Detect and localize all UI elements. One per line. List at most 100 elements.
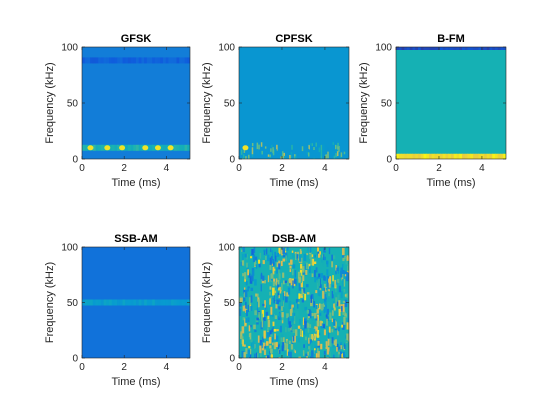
noise-cell bbox=[322, 303, 326, 310]
noise-cell bbox=[314, 269, 316, 278]
noise-cell bbox=[307, 148, 310, 152]
noise-cell bbox=[343, 316, 346, 325]
noise-cell bbox=[311, 334, 314, 341]
band-cell bbox=[152, 144, 156, 151]
noise-cell bbox=[280, 306, 283, 311]
noise-cell bbox=[300, 281, 303, 288]
noise-cell bbox=[324, 276, 326, 281]
noise-cell bbox=[333, 319, 336, 326]
noise-cell bbox=[326, 260, 329, 265]
subplot-title: CPFSK bbox=[275, 33, 312, 45]
band-cell bbox=[456, 153, 460, 159]
noise-cell bbox=[301, 299, 304, 303]
noise-cell bbox=[331, 284, 334, 288]
noise-cell bbox=[285, 327, 287, 333]
band-cell bbox=[130, 144, 134, 151]
noise-cell bbox=[275, 255, 277, 262]
noise-cell bbox=[346, 322, 349, 330]
noise-cell bbox=[256, 307, 259, 312]
noise-cell bbox=[328, 289, 330, 292]
noise-cell bbox=[318, 147, 321, 153]
noise-cell bbox=[317, 351, 319, 354]
noise-cell bbox=[263, 330, 266, 339]
noise-cell bbox=[315, 353, 318, 358]
noise-cell bbox=[305, 151, 308, 154]
energy-spot bbox=[167, 145, 174, 151]
noise-cell bbox=[308, 346, 311, 350]
subplot-title: SSB-AM bbox=[114, 233, 157, 245]
noise-cell bbox=[327, 298, 330, 302]
noise-cell bbox=[342, 300, 346, 304]
band-cell bbox=[109, 57, 113, 64]
noise-cell bbox=[278, 343, 280, 348]
band-cell bbox=[95, 57, 99, 64]
noise-cell bbox=[282, 247, 285, 255]
noise-cell bbox=[256, 317, 259, 321]
noise-cell bbox=[245, 348, 248, 355]
noise-cell bbox=[307, 247, 309, 252]
noise-cell bbox=[304, 306, 308, 311]
band-cell bbox=[133, 299, 137, 306]
band-cell bbox=[409, 153, 413, 159]
noise-cell bbox=[317, 247, 320, 254]
noise-cell bbox=[277, 292, 279, 298]
noise-cell bbox=[337, 278, 340, 284]
noise-cell bbox=[326, 316, 329, 321]
band-cell bbox=[125, 57, 129, 64]
noise-cell bbox=[326, 308, 329, 315]
noise-cell bbox=[294, 251, 297, 255]
noise-cell bbox=[239, 308, 242, 316]
noise-cell bbox=[313, 143, 315, 150]
noise-cell bbox=[332, 308, 334, 316]
band-cell bbox=[398, 153, 402, 159]
band-cell bbox=[184, 57, 188, 64]
x-axis-label: Time (ms) bbox=[426, 177, 475, 189]
noise-cell bbox=[249, 348, 252, 355]
noise-cell bbox=[340, 156, 342, 159]
noise-cell bbox=[313, 157, 315, 159]
noise-cell bbox=[249, 256, 253, 259]
noise-cell bbox=[304, 293, 307, 301]
noise-cell bbox=[308, 144, 310, 150]
noise-cell bbox=[275, 149, 277, 152]
noise-cell bbox=[324, 300, 327, 305]
noise-cell bbox=[261, 343, 263, 349]
noise-cell bbox=[290, 154, 293, 159]
noise-cell bbox=[292, 335, 295, 342]
noise-cell bbox=[292, 324, 295, 332]
noise-cell bbox=[316, 251, 319, 256]
noise-cell bbox=[308, 337, 310, 344]
noise-cell bbox=[337, 142, 339, 147]
noise-cell bbox=[254, 256, 258, 261]
noise-cell bbox=[320, 155, 323, 159]
noise-cell bbox=[296, 310, 299, 317]
band-cell bbox=[492, 153, 496, 159]
band-cell bbox=[136, 299, 140, 306]
noise-cell bbox=[281, 299, 284, 307]
noise-cell bbox=[313, 261, 317, 265]
band-cell bbox=[141, 57, 145, 64]
noise-cell bbox=[278, 299, 281, 303]
subplot-b-fm: 0 2 4 0 50 100 B-FM Time (ms) Frequency (kHz) bbox=[358, 33, 507, 189]
noise-cell bbox=[265, 256, 267, 260]
noise-cell bbox=[269, 154, 271, 157]
band-cell bbox=[423, 153, 427, 159]
noise-cell bbox=[342, 264, 344, 268]
heatmap-image bbox=[239, 47, 349, 159]
noise-cell bbox=[284, 343, 287, 351]
band-cell bbox=[98, 57, 102, 64]
noise-cell bbox=[269, 351, 271, 355]
noise-cell bbox=[326, 347, 330, 355]
noise-cell bbox=[272, 321, 275, 327]
noise-cell bbox=[264, 344, 266, 349]
noise-cell bbox=[346, 334, 349, 340]
noise-cell bbox=[274, 314, 278, 320]
noise-cell bbox=[290, 344, 294, 350]
noise-cell bbox=[251, 249, 254, 256]
noise-cell bbox=[241, 350, 245, 358]
subplot-cpfsk: 0 2 4 0 50 100 CPFSK Time (ms) Frequency (kHz) bbox=[201, 33, 350, 189]
noise-cell bbox=[240, 331, 243, 339]
noise-cell bbox=[287, 351, 291, 356]
noise-cell bbox=[313, 147, 315, 151]
band-cell bbox=[138, 299, 142, 306]
